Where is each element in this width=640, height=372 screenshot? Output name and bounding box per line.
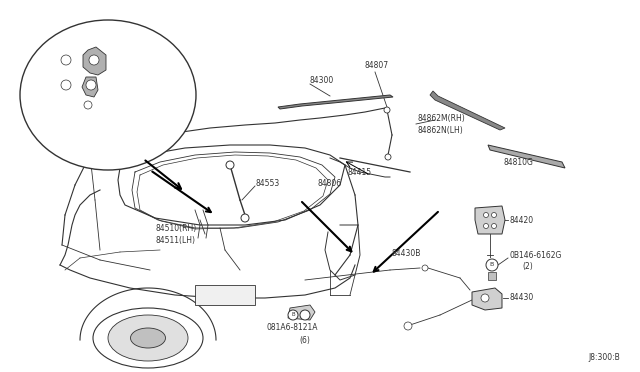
Circle shape [481, 294, 489, 302]
Text: 84420: 84420 [510, 215, 534, 224]
Polygon shape [430, 91, 505, 130]
Ellipse shape [131, 328, 166, 348]
Ellipse shape [93, 308, 203, 368]
Text: B: B [291, 312, 295, 317]
Text: 84430: 84430 [510, 294, 534, 302]
Polygon shape [278, 95, 393, 109]
Text: 84807: 84807 [365, 61, 389, 70]
Circle shape [288, 310, 298, 320]
Text: J8:300:B: J8:300:B [588, 353, 620, 362]
Polygon shape [195, 285, 255, 305]
Text: 84862M(RH): 84862M(RH) [418, 113, 466, 122]
Circle shape [89, 55, 99, 65]
Circle shape [226, 161, 234, 169]
Circle shape [84, 101, 92, 109]
Circle shape [483, 212, 488, 218]
Text: 84806: 84806 [318, 179, 342, 187]
Text: 84510(RH): 84510(RH) [155, 224, 196, 232]
Circle shape [384, 107, 390, 113]
Text: 84410M(RH): 84410M(RH) [96, 41, 144, 49]
Polygon shape [83, 47, 106, 75]
Circle shape [492, 224, 497, 228]
Text: S: S [65, 83, 68, 87]
Text: (4): (4) [83, 93, 94, 102]
Text: 84400EA: 84400EA [78, 106, 112, 115]
Text: S: S [65, 58, 68, 62]
Circle shape [404, 322, 412, 330]
Circle shape [422, 265, 428, 271]
Circle shape [61, 80, 71, 90]
Circle shape [486, 259, 498, 271]
Polygon shape [488, 272, 496, 280]
Text: (6): (6) [300, 336, 310, 344]
Text: B: B [490, 263, 494, 267]
Text: 84862N(LH): 84862N(LH) [418, 125, 464, 135]
Text: 84810G: 84810G [504, 157, 534, 167]
Polygon shape [288, 305, 315, 320]
Circle shape [492, 212, 497, 218]
Circle shape [300, 310, 310, 320]
Polygon shape [472, 288, 502, 310]
Text: 84413M(LH): 84413M(LH) [96, 52, 143, 61]
Text: 84415: 84415 [348, 167, 372, 176]
Ellipse shape [108, 315, 188, 361]
Text: (2): (2) [522, 263, 532, 272]
Text: 84430B: 84430B [392, 248, 421, 257]
Text: 84300: 84300 [310, 76, 334, 84]
Text: 0B146-6162H: 0B146-6162H [76, 80, 128, 90]
Polygon shape [82, 77, 98, 97]
Circle shape [86, 80, 96, 90]
Text: 84511(LH): 84511(LH) [155, 235, 195, 244]
Polygon shape [488, 145, 565, 168]
Text: 84400E: 84400E [76, 55, 105, 64]
Text: 081A6-8121A: 081A6-8121A [266, 324, 317, 333]
Circle shape [483, 224, 488, 228]
Text: 0B146-6162G: 0B146-6162G [510, 250, 563, 260]
Ellipse shape [20, 20, 196, 170]
Circle shape [385, 154, 391, 160]
Text: 84553: 84553 [255, 179, 279, 187]
Circle shape [241, 214, 249, 222]
Circle shape [61, 55, 71, 65]
Polygon shape [475, 206, 505, 234]
